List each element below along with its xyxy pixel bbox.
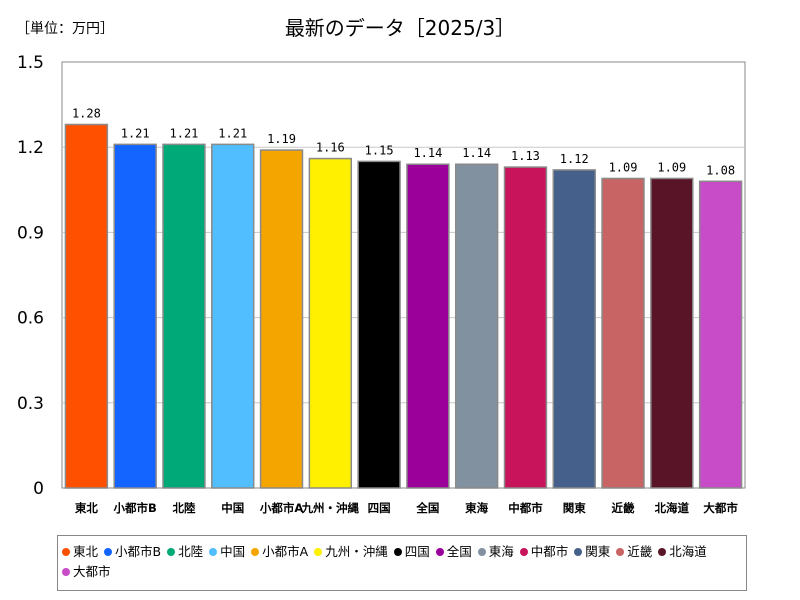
data-label: 1.15 (365, 143, 394, 157)
bar (406, 163, 450, 489)
bar (503, 166, 548, 489)
legend-entry: 全国 (435, 542, 472, 562)
data-label: 1.16 (316, 141, 345, 155)
legend-marker (209, 548, 218, 556)
unit-label: ［単位：万円］ (16, 21, 114, 37)
legend-label: 小都市A (262, 544, 309, 559)
chart-title: 最新のデータ［2025/3］ (284, 16, 516, 40)
legend-entry: 東北 (62, 542, 98, 562)
data-label: 1.21 (170, 126, 199, 140)
legend-label: 小都市B (115, 544, 162, 559)
x-tick-label: 北海道 (655, 501, 690, 515)
data-label: 1.28 (72, 106, 101, 120)
y-tick-label: 0.9 (17, 223, 44, 243)
legend-entry: 近畿 (616, 542, 652, 562)
data-label: 1.13 (511, 149, 540, 163)
data-label: 1.08 (706, 163, 735, 177)
y-tick-label: 0.3 (17, 394, 44, 414)
legend-label: 大都市 (73, 564, 111, 579)
legend-label: 北陸 (178, 544, 204, 559)
legend-label: 近畿 (627, 544, 653, 559)
x-tick-label: 中都市 (508, 501, 543, 515)
legend-marker (519, 548, 528, 556)
x-tick-label: 四国 (368, 501, 391, 515)
legend-entry: 中国 (209, 542, 245, 562)
x-tick-label: 大都市 (703, 501, 738, 515)
bar (454, 163, 499, 489)
data-label: 1.19 (267, 132, 296, 146)
legend-marker (477, 548, 486, 556)
x-tick-label: 全国 (415, 501, 439, 515)
data-label: 1.21 (121, 126, 150, 140)
chart-legend: 東北 小都市B 北陸 中国 小都市A 九州・沖縄 四国 全国 東海 中都市 関東 近畿 北海道大都市 (57, 535, 747, 591)
bar (211, 143, 255, 489)
legend-entry: 中都市 (519, 542, 569, 562)
legend-marker (104, 548, 113, 556)
y-tick-label: 0 (33, 479, 44, 499)
legend-marker (574, 548, 583, 556)
legend-marker (435, 548, 444, 556)
legend-marker (62, 548, 70, 556)
legend-entry: 関東 (574, 542, 610, 562)
legend-label: 九州・沖縄 (325, 544, 388, 559)
y-tick-label: 1.2 (17, 138, 44, 158)
bar (64, 123, 109, 489)
bar (357, 160, 401, 489)
legend-label: 北海道 (669, 544, 707, 559)
bar (552, 169, 596, 489)
x-tick-label: 小都市A (259, 501, 303, 515)
bar (308, 157, 353, 489)
x-tick-label: 関東 (563, 501, 586, 515)
bar (698, 180, 743, 489)
bar (650, 177, 694, 489)
legend-marker (658, 548, 667, 556)
legend-marker (393, 548, 402, 556)
y-tick-label: 1.5 (17, 53, 44, 73)
x-tick-label: 近畿 (612, 501, 635, 515)
data-label: 1.21 (218, 126, 247, 140)
data-label: 1.14 (413, 146, 442, 160)
legend-marker (616, 548, 625, 556)
data-label: 1.14 (462, 146, 491, 160)
y-tick-label: 0.6 (17, 309, 44, 329)
x-tick-label: 東海 (465, 501, 488, 515)
x-tick-label: 小都市B (113, 501, 157, 515)
legend-label: 東北 (73, 544, 99, 559)
bar (162, 143, 206, 489)
legend-label: 関東 (585, 544, 611, 559)
legend-entry: 小都市A (251, 542, 308, 562)
legend-entry: 四国 (393, 542, 430, 562)
x-tick-label: 東北 (75, 501, 98, 515)
bar (601, 177, 645, 489)
x-tick-label: 北陸 (172, 501, 195, 515)
data-label: 1.12 (560, 152, 589, 166)
legend-label: 東海 (488, 544, 514, 559)
legend-marker (62, 568, 70, 576)
legend-label: 四国 (404, 544, 430, 559)
legend-marker (251, 548, 260, 556)
x-tick-label: 中国 (221, 501, 244, 515)
legend-label: 全国 (446, 544, 472, 559)
legend-label: 中都市 (530, 544, 569, 559)
legend-label: 中国 (220, 544, 246, 559)
legend-entry: 九州・沖縄 (314, 542, 388, 562)
bar (259, 149, 304, 489)
legend-entry: 東海 (477, 542, 514, 562)
legend-marker (314, 548, 323, 556)
x-tick-label: 九州・沖縄 (301, 501, 360, 515)
legend-entry: 北海道 (658, 542, 707, 562)
legend-marker (167, 548, 176, 556)
legend-entry: 小都市B (104, 542, 161, 562)
data-label: 1.09 (657, 160, 686, 174)
data-label: 1.09 (609, 160, 638, 174)
bar (113, 143, 157, 489)
legend-entry: 大都市 (62, 562, 111, 582)
legend-entry: 北陸 (167, 542, 203, 562)
